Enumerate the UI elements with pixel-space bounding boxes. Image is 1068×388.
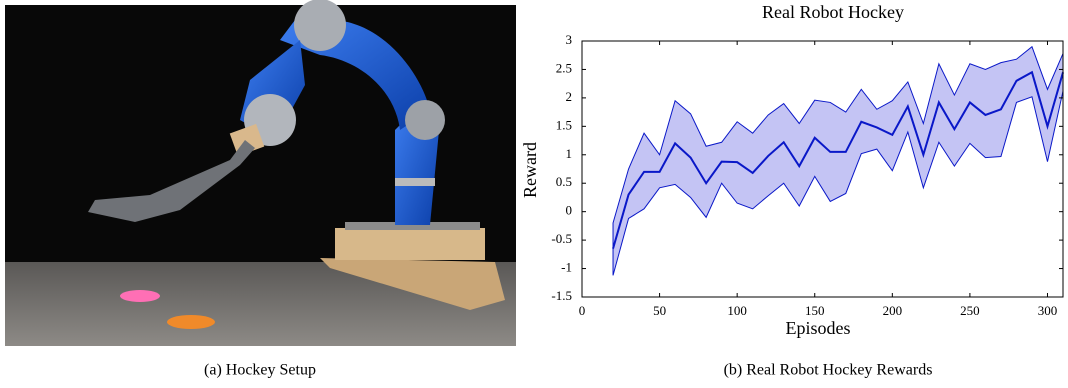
- y-tick-label: 1: [566, 146, 573, 161]
- caption: (b) Real Robot Hockey Rewards: [724, 362, 933, 379]
- x-tick-label: 150: [805, 303, 825, 318]
- x-tick-label: 100: [727, 303, 747, 318]
- x-tick-label: 50: [653, 303, 666, 318]
- y-tick-label: 0: [566, 203, 573, 218]
- band: [613, 47, 1063, 276]
- y-axis-label: Reward: [520, 142, 540, 198]
- y-tick-label: 2: [566, 89, 573, 104]
- y-tick-label: -1.5: [551, 288, 572, 303]
- figure: (a) Hockey Setup (b) Real Robot Hockey R…: [0, 0, 1068, 383]
- chart-title: Real Robot Hockey: [762, 2, 904, 22]
- y-tick-label: 3: [566, 32, 573, 47]
- y-tick-label: -1: [561, 260, 572, 275]
- y-tick-label: -0.5: [551, 231, 572, 246]
- y-tick-label: 1.5: [556, 117, 572, 132]
- x-tick-label: 200: [883, 303, 903, 318]
- x-tick-label: 250: [960, 303, 980, 318]
- photo: [5, 0, 516, 346]
- x-axis-label: Episodes: [786, 318, 851, 338]
- x-tick-label: 300: [1038, 303, 1058, 318]
- x-tick-label: 0: [579, 303, 586, 318]
- caption: (a) Hockey Setup: [204, 362, 316, 379]
- y-tick-label: 2.5: [556, 60, 572, 75]
- y-tick-label: 0.5: [556, 174, 572, 189]
